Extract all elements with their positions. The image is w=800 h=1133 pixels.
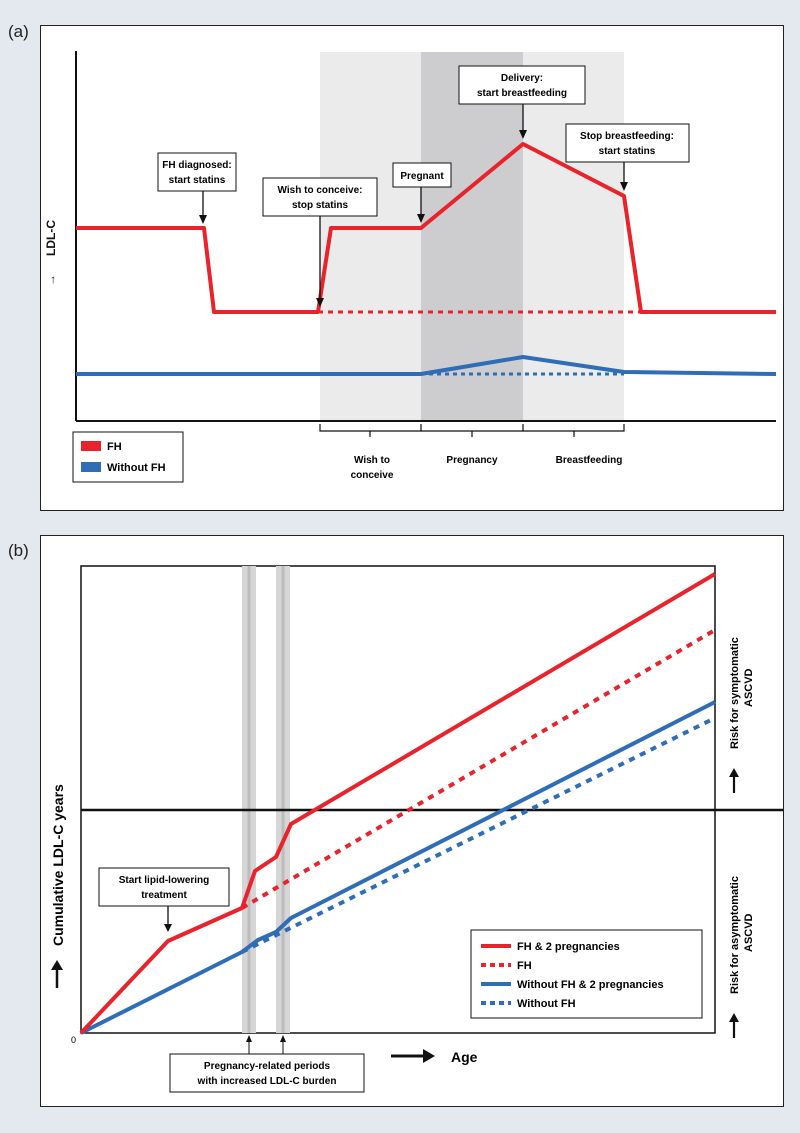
- panel-b-frame: 0 Start lipid-lowering treatment Pregnan…: [40, 535, 784, 1107]
- callout-pregnancy-periods: [169, 1053, 365, 1093]
- fh-dotted-line: [240, 628, 717, 910]
- fh-line: [76, 142, 776, 314]
- callout-wish-to-conceive: [262, 177, 378, 217]
- right-label-symptomatic: Risk for symptomatic ASCVD: [729, 637, 755, 793]
- callout-wish-line2: stop statins: [292, 200, 349, 211]
- callout-start-line1: Start lipid-lowering: [119, 875, 210, 886]
- arrowhead-band-2: [280, 1035, 286, 1042]
- origin-label: 0: [71, 1035, 76, 1045]
- legend-nofh-label: Without FH: [517, 998, 576, 1010]
- asymptomatic-line2: ASCVD: [743, 913, 755, 952]
- arrowhead-delivery: [519, 130, 527, 139]
- panel-a-diagram: → LDL-C FH diagnosed: start statins Wish…: [44, 51, 777, 483]
- panel-a-legend: [72, 431, 184, 483]
- legend-fh-preg-label: FH & 2 pregnancies: [517, 941, 620, 953]
- legend-nofh-preg-label: Without FH & 2 pregnancies: [517, 979, 664, 991]
- legend-without-fh-swatch: [81, 462, 101, 472]
- callout-stop-bf-line2: start statins: [599, 146, 656, 157]
- arrowhead-stop-bf: [620, 182, 628, 191]
- bracket-wish: [319, 424, 422, 432]
- asymptomatic-arrowhead: [729, 1013, 739, 1022]
- y-axis-label: → LDL-C: [44, 220, 58, 286]
- callout-pregnant-text: Pregnant: [400, 171, 444, 182]
- right-label-asymptomatic: Risk for asymptomatic ASCVD: [729, 876, 755, 1038]
- symptomatic-line2: ASCVD: [743, 668, 755, 707]
- callout-wish-line1: Wish to conceive:: [278, 185, 363, 196]
- callout-delivery-line1: Delivery:: [501, 73, 543, 84]
- bracket-breastfeeding: [523, 424, 625, 432]
- arrowhead-pregnant: [417, 214, 425, 223]
- period-wish-line1: Wish to: [354, 455, 390, 466]
- arrowhead-start-treatment: [164, 924, 172, 932]
- callout-start-treatment: [98, 867, 230, 907]
- y-axis-label: Cumulative LDL-C years: [50, 784, 66, 988]
- panel-a-label: (a): [8, 22, 29, 41]
- callout-delivery: [458, 65, 586, 105]
- legend-fh-label: FH: [107, 441, 122, 453]
- callout-fh-diagnosed: [157, 152, 237, 192]
- legend-fh-label: FH: [517, 960, 532, 972]
- callout-pregnant: [392, 162, 452, 188]
- legend-without-fh-label: Without FH: [107, 462, 166, 474]
- x-axis-label: Age: [451, 1049, 478, 1065]
- wish-period-shade: [320, 52, 421, 421]
- period-breastfeeding: Breastfeeding: [556, 455, 623, 466]
- legend-fh-swatch: [81, 441, 101, 451]
- without-fh-line: [76, 355, 777, 376]
- callout-start-line2: treatment: [141, 890, 187, 901]
- bracket-pregnancy: [421, 424, 524, 432]
- x-arrowhead: [423, 1049, 435, 1063]
- callout-periods-line1: Pregnancy-related periods: [204, 1061, 331, 1072]
- arrowhead-band-1: [246, 1035, 252, 1042]
- symptomatic-line1: Risk for symptomatic: [729, 637, 741, 749]
- without-fh-2-pregnancies-line: [80, 700, 716, 1035]
- panel-b-diagram: 0 Start lipid-lowering treatment Pregnan…: [50, 565, 783, 1093]
- fh-2-pregnancies-line: [79, 572, 717, 1035]
- panel-a-frame: → LDL-C FH diagnosed: start statins Wish…: [40, 25, 784, 511]
- callout-stop-bf-line1: Stop breastfeeding:: [580, 131, 674, 142]
- y-arrowhead: [51, 960, 63, 970]
- period-pregnancy: Pregnancy: [446, 455, 498, 466]
- callout-fh-diagnosed-line1: FH diagnosed:: [162, 160, 231, 171]
- callout-delivery-line2: start breastfeeding: [477, 88, 567, 99]
- without-fh-dotted-line: [241, 716, 716, 954]
- callout-stop-breastfeeding: [565, 123, 690, 163]
- panel-b-label: (b): [8, 541, 29, 560]
- y-label-text: LDL-C: [44, 220, 58, 256]
- period-wish-line2: conceive: [351, 470, 394, 481]
- asymptomatic-line1: Risk for asymptomatic: [729, 876, 741, 994]
- symptomatic-arrowhead: [729, 768, 739, 777]
- arrowhead-wish: [316, 298, 324, 307]
- callout-fh-diagnosed-line2: start statins: [169, 175, 226, 186]
- callout-periods-line2: with increased LDL-C burden: [197, 1076, 337, 1087]
- y-axis-label-text: Cumulative LDL-C years: [50, 784, 66, 946]
- arrowhead-fh-diagnosed: [199, 215, 207, 224]
- y-arrow: →: [44, 274, 58, 286]
